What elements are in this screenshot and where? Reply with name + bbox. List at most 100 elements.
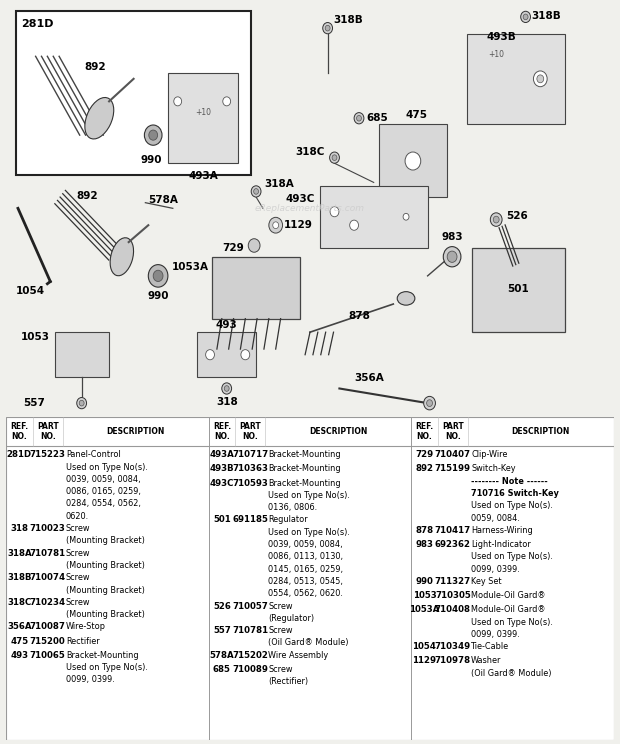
Text: 710234: 710234: [30, 598, 66, 607]
Text: 710087: 710087: [30, 623, 66, 632]
Circle shape: [403, 214, 409, 220]
Text: REF.
NO.: REF. NO.: [213, 422, 231, 441]
Text: PART
NO.: PART NO.: [442, 422, 464, 441]
Text: 1053A: 1053A: [172, 263, 209, 272]
Text: 878: 878: [348, 311, 370, 321]
Text: 710349: 710349: [435, 642, 471, 651]
Circle shape: [443, 246, 461, 267]
Text: REF.
NO.: REF. NO.: [415, 422, 433, 441]
Text: 281D: 281D: [7, 450, 32, 459]
Text: 710978: 710978: [435, 656, 471, 665]
Bar: [467, 33, 565, 124]
Ellipse shape: [110, 238, 133, 276]
Text: Screw: Screw: [66, 548, 91, 558]
Text: Bracket-Mounting: Bracket-Mounting: [66, 651, 139, 660]
Text: Screw: Screw: [66, 524, 91, 533]
Text: Wire Assembly: Wire Assembly: [268, 651, 329, 660]
Text: 892: 892: [415, 464, 433, 473]
Bar: [16, 11, 251, 175]
Ellipse shape: [397, 292, 415, 305]
Text: (Rectifier): (Rectifier): [268, 677, 309, 686]
Text: 685: 685: [213, 665, 231, 674]
Circle shape: [323, 22, 332, 33]
Circle shape: [521, 11, 531, 22]
Circle shape: [332, 155, 337, 161]
Text: Washer: Washer: [471, 656, 502, 665]
Text: 710717: 710717: [232, 450, 268, 459]
Text: 318C: 318C: [295, 147, 325, 157]
Text: 578A: 578A: [148, 195, 178, 205]
Text: 710781: 710781: [232, 626, 268, 635]
Text: Bracket-Mounting: Bracket-Mounting: [268, 464, 341, 473]
Text: 0059, 0084.: 0059, 0084.: [471, 513, 520, 522]
Text: (Mounting Bracket): (Mounting Bracket): [66, 536, 145, 545]
Text: Screw: Screw: [268, 626, 293, 635]
Text: (Mounting Bracket): (Mounting Bracket): [66, 586, 145, 594]
Text: Used on Type No(s).: Used on Type No(s).: [268, 491, 350, 500]
Text: 0145, 0165, 0259,: 0145, 0165, 0259,: [268, 565, 343, 574]
Text: 0086, 0165, 0259,: 0086, 0165, 0259,: [66, 487, 141, 496]
Text: 318A: 318A: [264, 179, 294, 188]
Text: 1053: 1053: [21, 332, 50, 342]
Text: Screw: Screw: [268, 665, 293, 674]
Circle shape: [356, 115, 361, 121]
Circle shape: [354, 112, 364, 124]
Text: 710089: 710089: [232, 665, 268, 674]
Ellipse shape: [85, 97, 113, 139]
Circle shape: [447, 251, 457, 263]
Text: PART
NO.: PART NO.: [37, 422, 59, 441]
Circle shape: [350, 220, 358, 231]
Text: 1054: 1054: [16, 286, 45, 296]
Circle shape: [490, 213, 502, 226]
Text: 983: 983: [415, 540, 433, 549]
Text: 1129: 1129: [283, 220, 312, 230]
Text: 710781: 710781: [30, 548, 66, 558]
Text: 710417: 710417: [435, 526, 471, 535]
Text: 715202: 715202: [232, 651, 268, 660]
Circle shape: [241, 350, 250, 360]
Text: 475: 475: [11, 637, 29, 646]
Text: 475: 475: [405, 111, 427, 121]
Text: 983: 983: [441, 232, 463, 242]
Ellipse shape: [144, 125, 162, 145]
Bar: [320, 186, 428, 248]
Text: Bracket-Mounting: Bracket-Mounting: [268, 450, 341, 459]
Text: 318B: 318B: [334, 16, 363, 25]
Bar: [379, 124, 447, 197]
Text: 526: 526: [213, 602, 231, 611]
Text: 0284, 0554, 0562,: 0284, 0554, 0562,: [66, 499, 141, 508]
Circle shape: [222, 383, 232, 394]
Text: Regulator: Regulator: [268, 516, 308, 525]
Text: 729: 729: [415, 450, 433, 459]
Circle shape: [533, 71, 547, 87]
Text: 0620.: 0620.: [66, 512, 89, 521]
Text: (Mounting Bracket): (Mounting Bracket): [66, 610, 145, 619]
Circle shape: [405, 152, 421, 170]
Text: PART
NO.: PART NO.: [239, 422, 261, 441]
Bar: [472, 248, 565, 332]
Text: 710593: 710593: [232, 478, 268, 487]
Text: 0039, 0059, 0084,: 0039, 0059, 0084,: [66, 475, 141, 484]
Text: 493A: 493A: [210, 450, 234, 459]
Circle shape: [523, 14, 528, 19]
Text: 501: 501: [507, 284, 529, 295]
Circle shape: [254, 189, 259, 194]
Text: 710065: 710065: [30, 651, 66, 660]
Text: 685: 685: [367, 113, 389, 124]
Text: 501: 501: [213, 516, 231, 525]
Ellipse shape: [149, 130, 157, 140]
Text: 493B: 493B: [487, 31, 516, 42]
Text: 710074: 710074: [30, 574, 66, 583]
Text: +10: +10: [488, 50, 504, 59]
Text: 493: 493: [11, 651, 29, 660]
Bar: [197, 332, 256, 377]
Text: Used on Type No(s).: Used on Type No(s).: [66, 663, 148, 672]
Text: 990: 990: [148, 290, 169, 301]
Text: Light-Indicator: Light-Indicator: [471, 540, 531, 549]
Text: 0099, 0399.: 0099, 0399.: [66, 676, 115, 684]
Circle shape: [494, 217, 499, 223]
Text: 281D: 281D: [21, 19, 53, 29]
Circle shape: [77, 397, 87, 408]
Circle shape: [269, 217, 283, 233]
Text: Tie-Cable: Tie-Cable: [471, 642, 509, 651]
